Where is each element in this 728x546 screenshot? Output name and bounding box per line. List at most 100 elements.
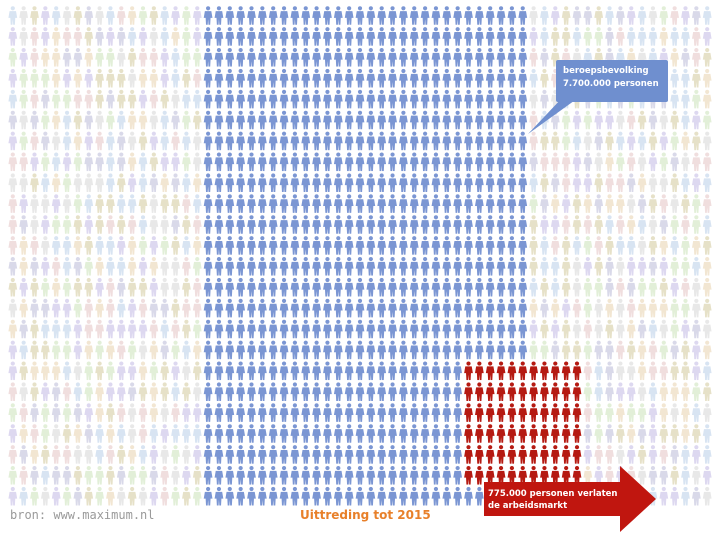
workforce-person-icon xyxy=(257,486,267,506)
leaving-person-icon xyxy=(550,424,560,443)
population-person-icon xyxy=(62,465,72,485)
population-person-icon xyxy=(659,173,669,193)
population-person-icon xyxy=(73,465,83,485)
population-person-icon xyxy=(149,382,159,402)
population-person-icon xyxy=(40,6,50,25)
workforce-person-icon xyxy=(247,6,256,25)
workforce-person-icon xyxy=(225,236,235,255)
population-person-icon xyxy=(561,319,571,339)
workforce-person-icon xyxy=(268,340,278,360)
workforce-person-icon xyxy=(399,215,408,234)
population-person-icon xyxy=(702,403,712,422)
leaving-person-icon xyxy=(572,465,582,485)
leaving-person-icon xyxy=(529,445,538,464)
workforce-person-icon xyxy=(464,319,473,339)
population-person-icon xyxy=(84,340,94,360)
population-person-icon xyxy=(19,256,29,276)
workforce-person-icon xyxy=(301,27,311,46)
workforce-person-icon xyxy=(301,403,311,422)
workforce-person-icon xyxy=(420,277,430,297)
workforce-person-icon xyxy=(236,236,246,255)
population-person-icon xyxy=(84,403,94,422)
workforce-person-icon xyxy=(399,236,408,255)
population-person-icon xyxy=(51,27,61,46)
population-person-icon xyxy=(30,256,39,276)
workforce-person-icon xyxy=(453,236,463,255)
workforce-person-icon xyxy=(388,215,397,234)
workforce-person-icon xyxy=(442,340,452,360)
workforce-person-icon xyxy=(203,298,213,318)
workforce-person-icon xyxy=(464,6,473,25)
workforce-person-icon xyxy=(203,194,213,213)
workforce-person-icon xyxy=(257,256,267,276)
population-person-icon xyxy=(19,27,29,46)
workforce-person-icon xyxy=(388,382,397,402)
workforce-person-icon xyxy=(453,110,463,130)
population-person-icon xyxy=(637,340,647,360)
workforce-person-icon xyxy=(214,236,224,255)
population-person-icon xyxy=(681,403,690,422)
workforce-person-icon xyxy=(377,215,387,234)
workforce-person-icon xyxy=(268,236,278,255)
workforce-person-icon xyxy=(366,298,376,318)
population-person-icon xyxy=(51,152,61,172)
workforce-person-icon xyxy=(409,236,419,255)
workforce-person-icon xyxy=(290,256,300,276)
workforce-person-icon xyxy=(399,486,408,506)
leaving-person-icon xyxy=(474,424,484,443)
workforce-person-icon xyxy=(474,486,484,506)
workforce-person-icon xyxy=(301,277,311,297)
workforce-person-icon xyxy=(290,298,300,318)
population-person-icon xyxy=(594,403,604,422)
workforce-person-icon xyxy=(377,298,387,318)
population-person-icon xyxy=(540,298,549,318)
population-person-icon xyxy=(626,361,636,381)
workforce-person-icon xyxy=(453,131,463,151)
population-person-icon xyxy=(149,152,159,172)
workforce-person-icon xyxy=(485,298,495,318)
workforce-person-icon xyxy=(236,445,246,464)
workforce-person-icon xyxy=(236,424,246,443)
population-person-icon xyxy=(106,256,115,276)
workforce-person-icon xyxy=(290,319,300,339)
population-person-icon xyxy=(637,256,647,276)
workforce-person-icon xyxy=(301,361,311,381)
workforce-person-icon xyxy=(344,68,354,88)
population-person-icon xyxy=(171,89,180,109)
population-person-icon xyxy=(73,89,83,109)
workforce-person-icon xyxy=(409,486,419,506)
population-person-icon xyxy=(594,465,604,485)
workforce-person-icon xyxy=(518,236,528,255)
workforce-person-icon xyxy=(290,152,300,172)
workforce-person-icon xyxy=(279,424,289,443)
leaving-person-icon xyxy=(507,465,517,485)
population-person-icon xyxy=(171,256,180,276)
population-person-icon xyxy=(40,110,50,130)
population-person-icon xyxy=(182,486,191,506)
population-person-icon xyxy=(73,298,83,318)
workforce-person-icon xyxy=(399,110,408,130)
population-person-icon xyxy=(648,298,658,318)
population-person-icon xyxy=(691,424,701,443)
workforce-person-icon xyxy=(301,68,311,88)
leaving-person-icon xyxy=(518,382,528,402)
population-person-icon xyxy=(637,445,647,464)
workforce-person-icon xyxy=(507,298,517,318)
population-person-icon xyxy=(691,486,701,506)
population-person-icon xyxy=(626,424,636,443)
workforce-person-icon xyxy=(409,131,419,151)
workforce-person-icon xyxy=(257,89,267,109)
population-person-icon xyxy=(127,403,137,422)
workforce-person-icon xyxy=(409,68,419,88)
workforce-person-icon xyxy=(236,6,246,25)
workforce-person-icon xyxy=(442,152,452,172)
workforce-person-icon xyxy=(214,89,224,109)
population-person-icon xyxy=(171,110,180,130)
workforce-person-icon xyxy=(388,27,397,46)
population-person-icon xyxy=(616,6,625,25)
workforce-person-icon xyxy=(333,236,343,255)
workforce-person-icon xyxy=(333,445,343,464)
population-person-icon xyxy=(138,131,148,151)
workforce-person-icon xyxy=(214,173,224,193)
population-person-icon xyxy=(116,89,126,109)
